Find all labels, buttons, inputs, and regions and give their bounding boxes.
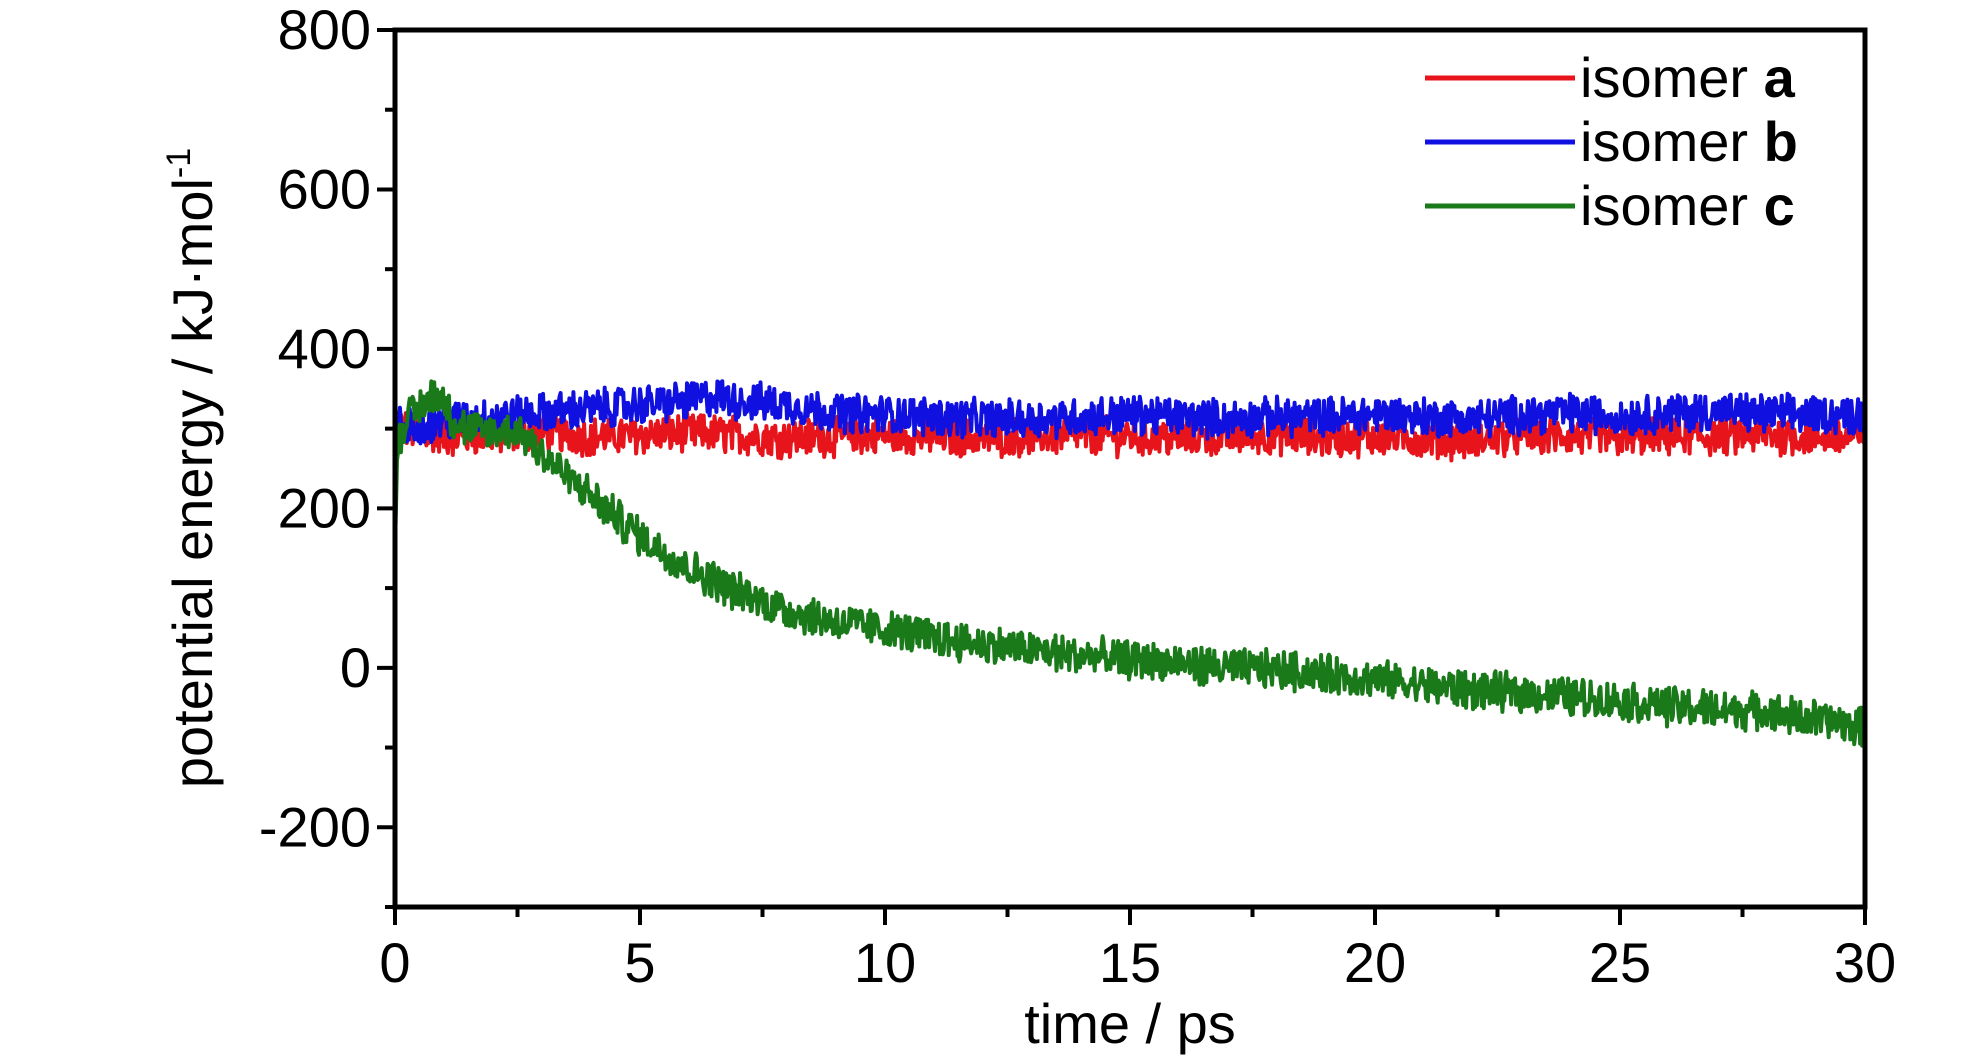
y-tick-label: 0	[340, 636, 371, 699]
y-tick-label: -200	[259, 795, 371, 858]
x-tick-label: 20	[1344, 931, 1406, 994]
legend-label-prefix: isomer	[1580, 174, 1764, 237]
x-axis-title: time / ps	[1024, 992, 1236, 1055]
x-tick-label: 25	[1589, 931, 1651, 994]
y-axis-title-main: potential energy / kJ·mol	[161, 178, 224, 788]
legend-label-bold: c	[1764, 174, 1795, 237]
legend-label-prefix: isomer	[1580, 110, 1764, 173]
series-line-a	[393, 409, 1867, 509]
legend-label-prefix: isomer	[1580, 46, 1764, 109]
legend-label-a: isomer a	[1580, 46, 1796, 109]
x-tick-label: 5	[624, 931, 655, 994]
series-group	[393, 379, 1867, 748]
y-axis-title-superscript: -1	[160, 148, 198, 178]
x-axis-ticks: 0 5 10 15 20 25 30	[379, 907, 1896, 994]
x-tick-label: 10	[854, 931, 916, 994]
x-tick-label: 30	[1834, 931, 1896, 994]
y-tick-label: 600	[278, 157, 371, 220]
legend-label-c: isomer c	[1580, 174, 1795, 237]
y-tick-label: 400	[278, 317, 371, 380]
y-axis-ticks: -200 0 200 400 600 800	[259, 0, 395, 909]
series-line-b	[393, 379, 1867, 485]
x-tick-label: 15	[1099, 931, 1161, 994]
legend-label-b: isomer b	[1580, 110, 1798, 173]
y-tick-label: 200	[278, 476, 371, 539]
legend-label-bold: a	[1764, 46, 1796, 109]
y-tick-label: 800	[278, 0, 371, 61]
legend-label-bold: b	[1764, 110, 1798, 173]
x-tick-label: 0	[379, 931, 410, 994]
series-line-c	[393, 379, 1867, 748]
y-axis-title: potential energy / kJ·mol-1	[160, 148, 224, 788]
